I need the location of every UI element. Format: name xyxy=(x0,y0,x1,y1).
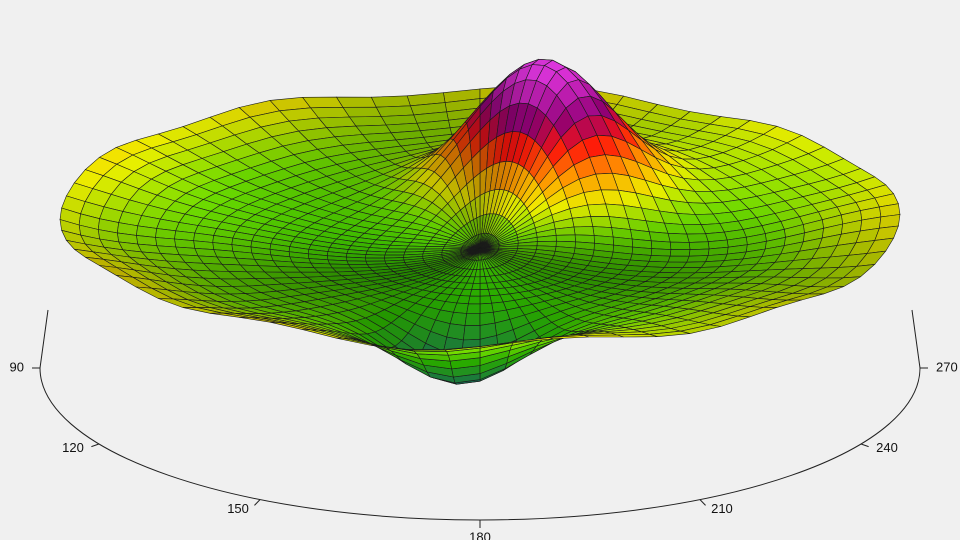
surface-cell xyxy=(464,313,481,326)
surface-cell xyxy=(405,245,427,250)
surface-cell xyxy=(469,289,481,297)
surface-cell xyxy=(370,95,411,108)
surface-cell xyxy=(667,255,690,263)
angle-tick xyxy=(254,499,261,506)
surface xyxy=(59,58,901,385)
surface-cell xyxy=(329,263,352,269)
surface-cell xyxy=(648,255,671,263)
surface-cell xyxy=(555,234,576,243)
surface-cell xyxy=(573,226,595,236)
surface-cell xyxy=(650,248,672,257)
surface-cell xyxy=(449,311,468,326)
surface-cell xyxy=(385,248,407,253)
angle-tick-label: 270 xyxy=(936,359,958,374)
angle-tick-label: 240 xyxy=(876,440,898,455)
surface-cell xyxy=(479,302,494,314)
surface-cell xyxy=(590,216,612,228)
surface-cell xyxy=(335,96,377,108)
angle-tick-label: 210 xyxy=(711,501,733,516)
angle-tick-label: 150 xyxy=(227,501,249,516)
surface-cell xyxy=(479,282,489,290)
surface-cell xyxy=(365,257,386,262)
angle-tick xyxy=(91,443,100,448)
surface-cell xyxy=(571,216,594,228)
surface-cell xyxy=(463,325,481,341)
surface-cell xyxy=(479,295,492,305)
surface-cell xyxy=(466,303,481,314)
surface-cell xyxy=(669,241,691,251)
surface-cell xyxy=(667,232,690,243)
surface-cell xyxy=(479,288,491,297)
surface-cell xyxy=(686,233,709,243)
surface-cell xyxy=(688,241,710,251)
angle-tick xyxy=(860,443,869,448)
surface-cell xyxy=(327,259,349,265)
surface-cell xyxy=(346,260,368,265)
surface-cell xyxy=(583,334,624,338)
polar-rim xyxy=(39,367,921,521)
angle-tick-label: 180 xyxy=(469,529,491,540)
surface-cell xyxy=(407,349,446,351)
surface-cell xyxy=(468,295,481,305)
rim-edge xyxy=(911,309,921,369)
surface-cell xyxy=(479,341,517,347)
surface-cell xyxy=(650,240,672,250)
surface-cell xyxy=(587,203,610,217)
surface-cell xyxy=(688,248,710,257)
rim-edge xyxy=(39,309,49,369)
surface-cell xyxy=(365,254,386,259)
surface-cell xyxy=(669,249,691,257)
angle-tick-label: 120 xyxy=(62,440,84,455)
surface-cell xyxy=(648,231,671,243)
surface-cell xyxy=(471,282,481,290)
surface-cell xyxy=(686,255,709,263)
angle-tick-label: 90 xyxy=(10,359,24,374)
angle-tick xyxy=(699,499,706,506)
